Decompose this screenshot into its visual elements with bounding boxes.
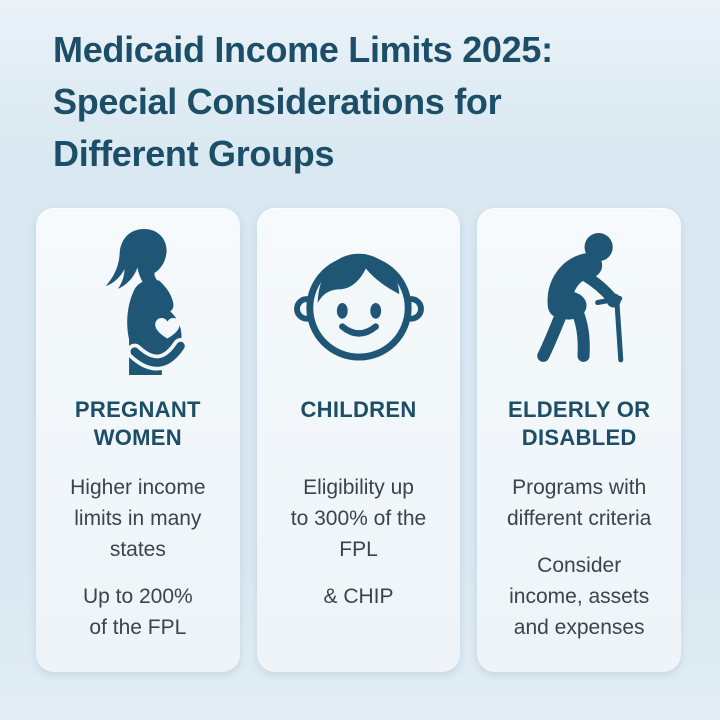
card-pregnant-women: PREGNANT WOMEN Higher income limits in m…	[36, 208, 240, 672]
elderly-person-icon	[524, 229, 635, 375]
card-elderly-disabled: ELDERLY OR DISABLED Programs with differ…	[477, 208, 682, 672]
card-heading: PREGNANT WOMEN	[74, 397, 201, 450]
card-text-line: Programs with different criteria	[507, 476, 652, 530]
card-heading: ELDERLY OR DISABLED	[507, 397, 651, 450]
card-text-line: Higher income limits in many states	[70, 476, 206, 561]
pregnant-woman-icon	[86, 227, 189, 377]
card-heading: CHILDREN	[300, 397, 417, 422]
card-text-line: & CHIP	[323, 585, 394, 608]
cards-row: PREGNANT WOMEN Higher income limits in m…	[36, 208, 682, 672]
card-text-line: Consider income, assets and expenses	[509, 554, 650, 639]
child-face-icon	[293, 242, 425, 362]
card-text-line: Up to 200% of the FPL	[82, 585, 193, 639]
page-title: Medicaid Income Limits 2025: Special Con…	[53, 29, 553, 174]
card-children: CHILDREN Eligibility up to 300% of the F…	[256, 208, 461, 672]
card-text-line: Eligibility up to 300% of the FPL	[290, 476, 427, 561]
